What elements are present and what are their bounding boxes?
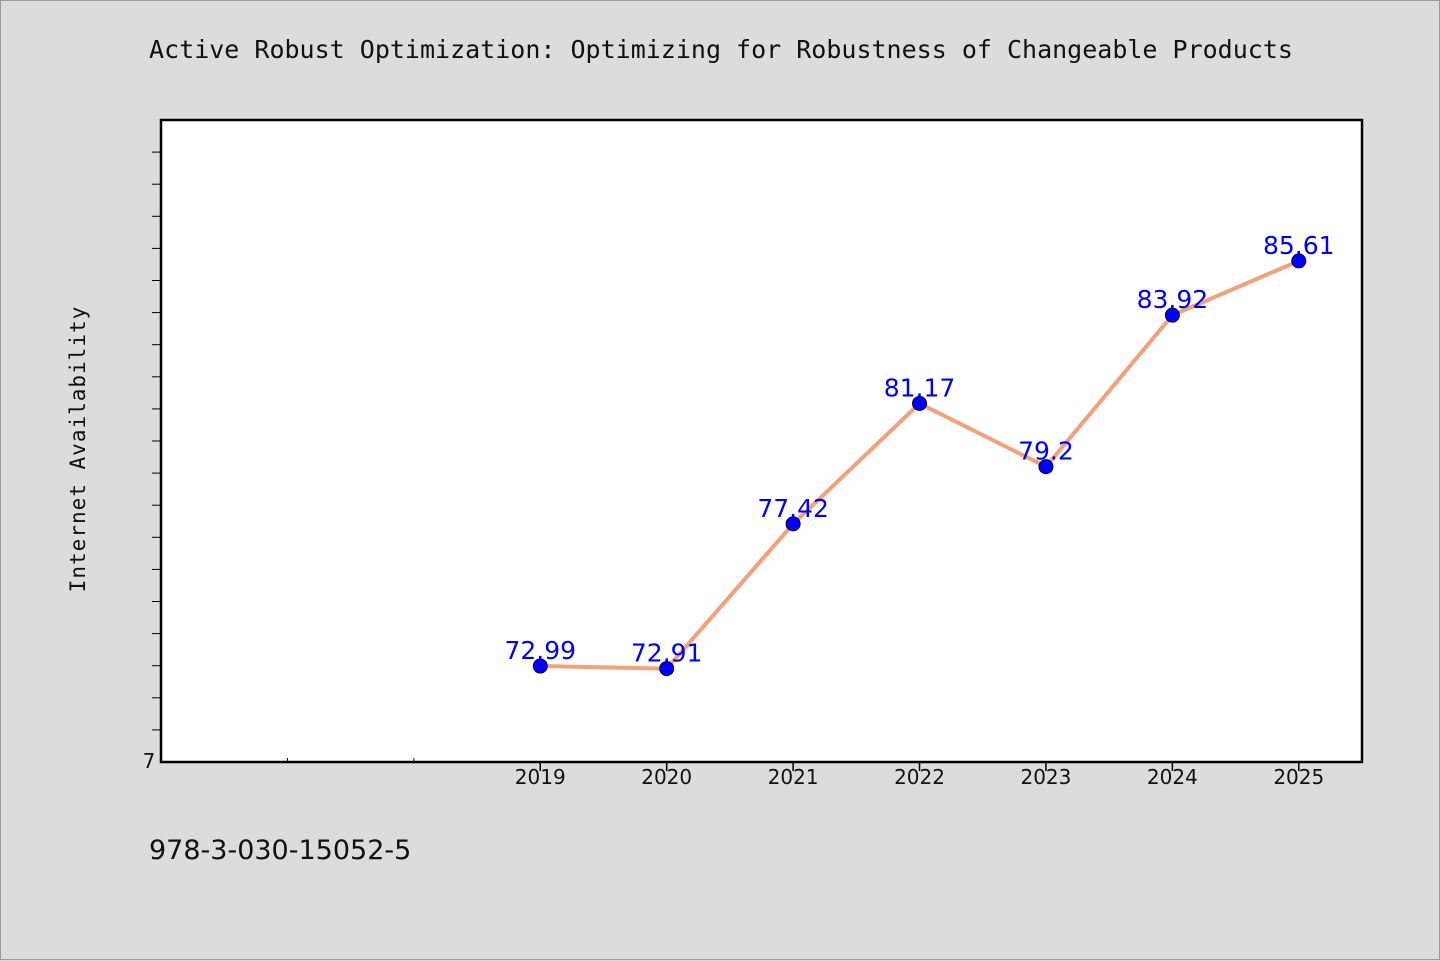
x-tick-label: 2019 xyxy=(515,765,566,789)
x-tick-label: 2020 xyxy=(641,765,692,789)
x-axis-major-ticks xyxy=(539,762,1300,771)
y-axis-ticks xyxy=(152,151,161,731)
data-point xyxy=(659,661,675,677)
data-point xyxy=(532,658,548,674)
chart-title: Active Robust Optimization: Optimizing f… xyxy=(149,35,1293,64)
footer-isbn: 978-3-030-15052-5 xyxy=(149,835,412,866)
x-axis-tick-labels: 2019 2020 2021 2022 2023 2024 2025 xyxy=(515,765,1324,789)
data-point xyxy=(1038,459,1054,475)
plot-area xyxy=(159,118,1364,764)
data-label: 72.91 xyxy=(631,639,703,668)
data-label: 79.2 xyxy=(1018,437,1074,466)
x-tick-label: 2025 xyxy=(1273,765,1324,789)
data-label: 85.61 xyxy=(1263,231,1335,260)
y-axis-title: Internet Availability xyxy=(66,306,90,593)
y-tick-label: 7 xyxy=(143,749,156,773)
data-point xyxy=(912,395,928,411)
data-label: 83.92 xyxy=(1137,285,1209,314)
data-label: 72.99 xyxy=(504,636,576,665)
x-tick-label: 2021 xyxy=(768,765,819,789)
x-tick-label: 2024 xyxy=(1147,765,1198,789)
x-tick-label: 2023 xyxy=(1020,765,1071,789)
x-tick-label: 2022 xyxy=(894,765,945,789)
data-label: 81.17 xyxy=(884,373,956,402)
data-point xyxy=(1164,307,1180,323)
x-axis-minor-ticks xyxy=(160,758,415,762)
data-markers xyxy=(532,253,1307,677)
data-point xyxy=(1291,253,1307,269)
data-labels: 72.99 72.91 77.42 81.17 79.2 83.92 85.61 xyxy=(504,231,1334,668)
data-label: 77.42 xyxy=(757,494,829,523)
data-point xyxy=(785,516,801,532)
